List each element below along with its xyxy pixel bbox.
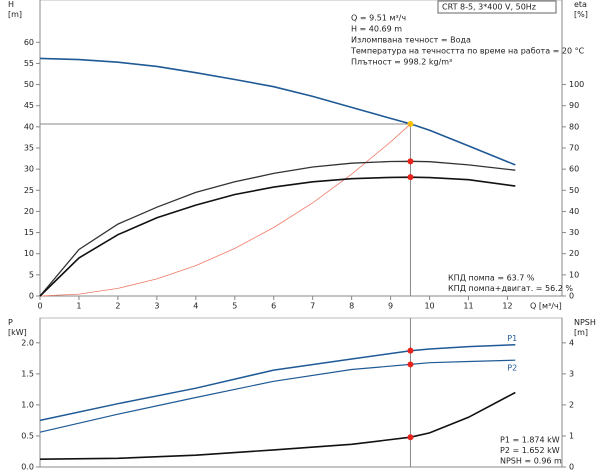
y2-tick-label: 90 — [569, 101, 579, 110]
series-line — [39, 391, 516, 460]
note-text: NPSH = 0.96 m — [500, 457, 562, 466]
y2-tick-label: 50 — [569, 186, 579, 195]
series-line — [39, 160, 516, 297]
x-tick-label: 2 — [115, 302, 120, 311]
y2-tick-label: 0 — [569, 292, 574, 301]
y-tick-label: 40 — [24, 122, 34, 131]
y-tick-label: 0 — [29, 292, 34, 301]
y-tick-label: 15 — [24, 228, 34, 237]
y2-tick-label: 40 — [569, 207, 579, 216]
x-tick-label: 10 — [424, 302, 434, 311]
y2-tick-label: 20 — [569, 249, 579, 258]
plot-frame — [39, 0, 563, 297]
info-text: Плътност = 998.2 kg/m³ — [351, 58, 452, 67]
y-tick-label: 25 — [24, 186, 34, 195]
info-text: H = 40.69 m — [351, 25, 402, 34]
y2-tick-label: 30 — [569, 228, 579, 237]
y-tick-label: 0.5 — [21, 431, 34, 440]
y-tick-label: 30 — [24, 165, 34, 174]
x-tick-label: 5 — [232, 302, 237, 311]
note-text: КПД помпа = 63.7 % — [448, 274, 535, 283]
x-tick-label: 8 — [349, 302, 354, 311]
y2-tick-label: 3 — [569, 369, 574, 378]
y-tick-label: 50 — [24, 80, 34, 89]
y2-tick-label: 70 — [569, 144, 579, 153]
note-text: P2 = 1.652 kW — [500, 446, 560, 455]
y-tick-label: 20 — [24, 207, 34, 216]
y-axis-label: P [kW] — [8, 318, 27, 337]
y2-tick-label: 2 — [569, 400, 574, 409]
x-tick-label: 12 — [502, 302, 512, 311]
y2-axis-label: eta [%] — [574, 0, 588, 19]
note-text: КПД помпа+двигат. = 56.2 % — [448, 284, 573, 293]
y2-tick-label: 10 — [569, 270, 579, 279]
y2-tick-label: 60 — [569, 165, 579, 174]
y-tick-label: 0.0 — [21, 463, 34, 472]
x-tick-label: 3 — [154, 302, 159, 311]
y-tick-label: 1.5 — [21, 369, 34, 378]
series-line — [39, 343, 516, 422]
legend-label: P2 — [507, 364, 517, 373]
title-box — [437, 0, 557, 14]
x-tick-label: 1 — [76, 302, 81, 311]
series-line — [39, 57, 516, 166]
info-text: Температура на течността по време на раб… — [350, 47, 585, 56]
y2-axis-label: NPSH [m] — [574, 318, 596, 337]
plot-frame — [39, 317, 563, 468]
series-line — [39, 176, 516, 297]
operating-point — [407, 347, 414, 354]
x-tick-label: 6 — [271, 302, 276, 311]
y2-tick-label: 80 — [569, 122, 579, 131]
x-tick-label: 11 — [463, 302, 473, 311]
legend-label: P1 — [507, 334, 517, 343]
y-tick-label: 5 — [29, 270, 34, 279]
x-axis-label: Q [м³/ч] — [530, 302, 562, 311]
y2-tick-label: 4 — [569, 338, 574, 347]
x-tick-label: 9 — [388, 302, 393, 311]
series-line — [39, 123, 411, 297]
y-tick-label: 60 — [24, 38, 34, 47]
y-tick-label: 2.0 — [21, 338, 34, 347]
info-text: Изломпвана течност = Вода — [351, 36, 471, 45]
x-tick-label: 4 — [193, 302, 198, 311]
info-text: Q = 9.51 м³/ч — [351, 14, 406, 23]
x-tick-label: 7 — [310, 302, 315, 311]
x-tick-label: 0 — [37, 302, 42, 311]
y-tick-label: 10 — [24, 249, 34, 258]
operating-point — [407, 158, 414, 165]
series-line — [39, 359, 516, 433]
operating-point — [407, 434, 414, 441]
y2-tick-label: 100 — [569, 80, 584, 89]
y-axis-label: H [m] — [8, 0, 22, 19]
y-tick-label: 1.0 — [21, 400, 34, 409]
y2-tick-label: 0 — [569, 463, 574, 472]
operating-point — [407, 361, 414, 368]
operating-point — [407, 174, 414, 181]
y2-tick-label: 1 — [569, 431, 574, 440]
chart-title: CRT 8-5, 3*400 V, 50Hz — [442, 3, 536, 12]
y-tick-label: 45 — [24, 101, 34, 110]
note-text: P1 = 1.874 kW — [500, 436, 560, 445]
y-tick-label: 55 — [24, 59, 34, 68]
y-tick-label: 35 — [24, 144, 34, 153]
